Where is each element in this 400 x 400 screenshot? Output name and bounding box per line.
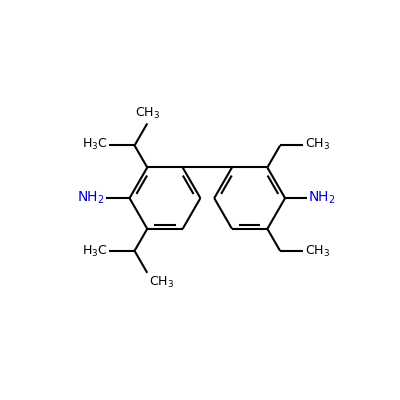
Text: CH$_3$: CH$_3$ bbox=[149, 275, 174, 290]
Text: H$_3$C: H$_3$C bbox=[82, 244, 108, 259]
Text: CH$_3$: CH$_3$ bbox=[305, 244, 330, 259]
Text: NH$_2$: NH$_2$ bbox=[77, 190, 105, 206]
Text: H$_3$C: H$_3$C bbox=[82, 137, 108, 152]
Text: CH$_3$: CH$_3$ bbox=[136, 106, 160, 121]
Text: NH$_2$: NH$_2$ bbox=[308, 190, 336, 206]
Text: CH$_3$: CH$_3$ bbox=[305, 137, 330, 152]
